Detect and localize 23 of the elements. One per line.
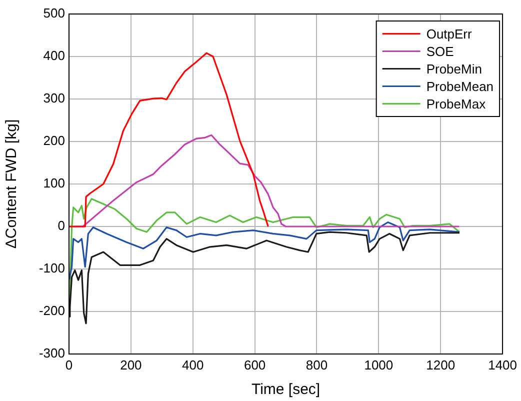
y-tick-label: -200	[38, 303, 65, 318]
y-tick-label: 0	[58, 218, 65, 234]
y-tick-label: -300	[38, 346, 65, 361]
x-tick-label: 1000	[364, 357, 394, 372]
y-tick-label: 100	[43, 176, 65, 191]
x-tick-label: 200	[120, 357, 142, 372]
legend-label: ProbeMean	[426, 78, 494, 94]
legend-label: SOE	[426, 44, 454, 59]
x-tick-label: 1200	[426, 357, 456, 372]
y-tick-label: 200	[43, 133, 65, 148]
legend-label: OutpErr	[426, 26, 473, 42]
y-axis-title: ΔContent FWD [kg]	[3, 119, 20, 249]
y-tick-label: 400	[43, 48, 65, 64]
x-tick-label: 600	[244, 357, 266, 372]
y-tick-label: 300	[43, 90, 65, 106]
y-tick-label: -100	[38, 260, 65, 276]
x-tick-label: 800	[306, 357, 328, 372]
x-tick-label: 1400	[488, 357, 517, 372]
y-tick-label: 500	[43, 6, 65, 21]
legend-label: ProbeMax	[426, 96, 486, 112]
x-tick-label: 400	[182, 357, 204, 372]
legend-label: ProbeMin	[426, 61, 482, 76]
x-axis-title: Time [sec]	[251, 381, 320, 398]
